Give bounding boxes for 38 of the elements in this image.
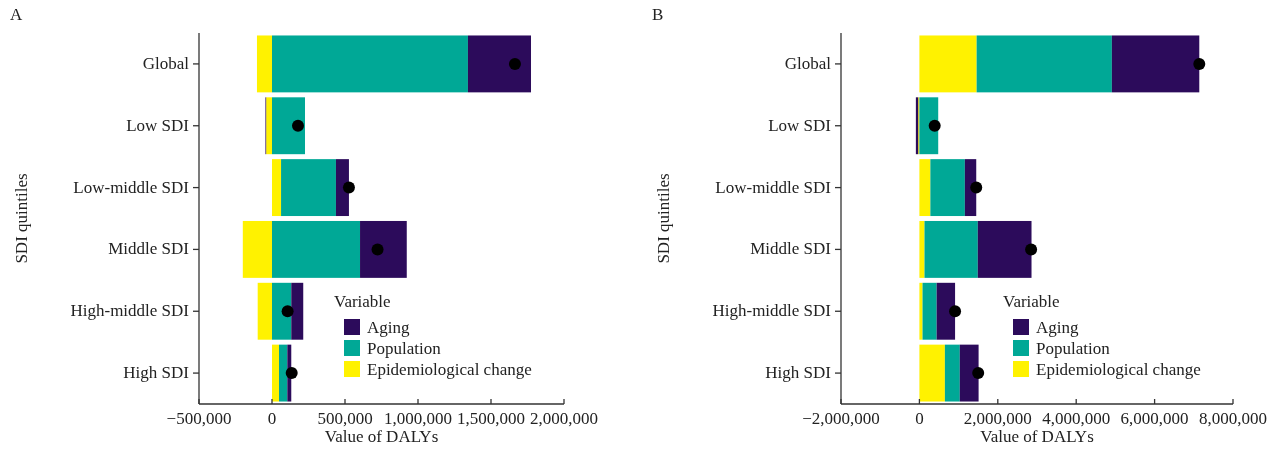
legend-label: Population [367,339,442,358]
x-tick-label: 4,000,000 [1042,409,1111,428]
y-tick-label: High SDI [765,363,832,383]
y-axis-title: SDI quintiles [654,173,673,264]
legend-label: Aging [1036,318,1079,337]
x-tick-label: 0 [915,409,924,428]
x-tick-label: −500,000 [166,409,232,428]
y-tick-label: Low-middle SDI [73,177,190,197]
x-tick-label: 500,000 [317,409,373,428]
x-tick-label: −2,000,000 [802,409,880,428]
text: A [10,5,23,24]
y-tick-label: Middle SDI [750,239,832,259]
y-axis-title: SDI quintiles [12,173,31,264]
y-tick-label: Global [784,53,832,73]
text: B [652,5,664,24]
y-tick-label: Low SDI [126,115,190,135]
y-tick-label: High-middle SDI [70,301,190,321]
y-tick-label: High SDI [123,363,190,383]
x-tick-label: 2,000,000 [963,409,1032,428]
x-axis-title: Value of DALYs [324,427,439,446]
legend-title: Variable [334,292,391,311]
legend-label: Epidemiological change [1036,360,1201,379]
x-tick-label: 8,000,000 [1199,409,1267,428]
x-tick-label: 0 [267,409,277,428]
y-tick-label: Low SDI [768,115,832,135]
y-tick-label: Global [142,53,190,73]
x-tick-label: 1,000,000 [384,409,452,428]
x-axis-title: Value of DALYs [980,427,1094,446]
y-tick-label: Low-middle SDI [715,177,832,197]
x-tick-label: 1,500,000 [457,409,525,428]
y-tick-label: High-middle SDI [712,301,832,321]
legend-label: Aging [367,318,410,337]
x-tick-label: 6,000,000 [1120,409,1189,428]
legend-label: Epidemiological change [367,360,532,379]
legend-title: Variable [1003,292,1060,311]
y-tick-label: Middle SDI [108,239,190,259]
x-tick-label: 2,000,000 [530,409,598,428]
legend-label: Population [1036,339,1111,358]
